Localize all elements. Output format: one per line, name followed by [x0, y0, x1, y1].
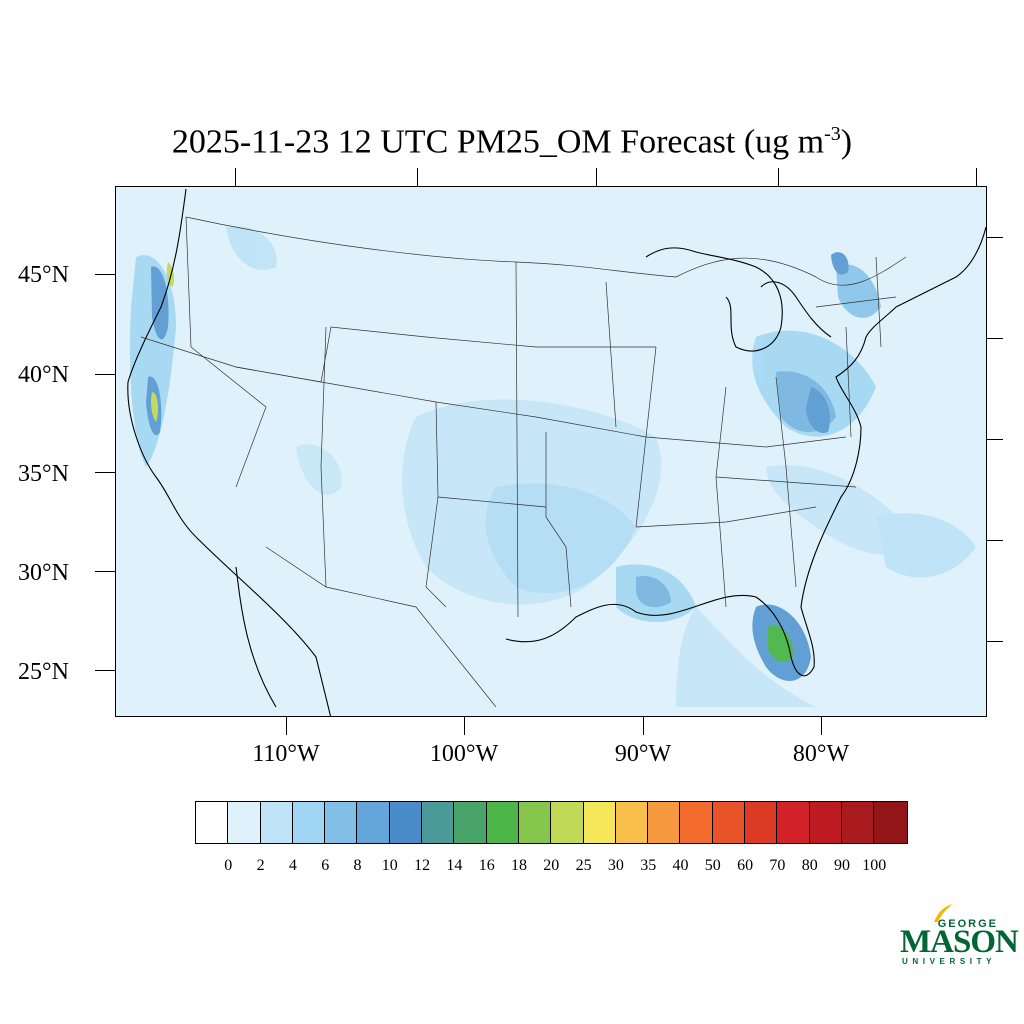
colorbar-box [745, 802, 778, 843]
top-tick [596, 168, 597, 186]
colorbar [195, 801, 908, 844]
colorbar-box [809, 802, 842, 843]
lat-label-30n: 30°N [18, 560, 69, 586]
colorbar-label: 90 [834, 857, 850, 874]
colorbar-label: 35 [640, 857, 657, 874]
lon-tick [643, 717, 644, 735]
lon-tick [821, 717, 822, 735]
colorbar-box [389, 802, 423, 843]
colorbar-box [712, 802, 746, 843]
colorbar-label: 30 [607, 857, 624, 874]
lat-label-40n: 40°N [18, 362, 69, 388]
colorbar-label: 2 [256, 857, 265, 874]
lon-label-90w: 90°W [614, 741, 672, 767]
colorbar-label: 8 [353, 857, 362, 874]
colorbar-label: 18 [511, 857, 527, 874]
colorbar-box [551, 802, 584, 843]
colorbar-box [841, 802, 875, 843]
lat-tick [95, 374, 115, 375]
top-tick [778, 168, 779, 186]
colorbar-label: 14 [446, 857, 463, 874]
colorbar-label: 100 [862, 857, 887, 874]
right-tick [987, 540, 1003, 541]
lon-tick [464, 717, 465, 735]
right-tick [987, 338, 1003, 339]
lat-tick [95, 472, 115, 473]
top-tick [417, 168, 418, 186]
forecast-map [115, 186, 987, 717]
coastline [127, 188, 986, 716]
colorbar-label: 6 [321, 857, 330, 874]
colorbar-box [357, 802, 390, 843]
lat-tick [95, 670, 115, 671]
colorbar-label: 70 [769, 857, 786, 874]
colorbar-label: 4 [288, 857, 297, 874]
colorbar-box [422, 802, 455, 843]
lon-tick [286, 717, 287, 735]
boundary-lines [140, 216, 907, 708]
colorbar-box [196, 802, 229, 843]
right-tick [987, 641, 1003, 642]
lon-label-110w: 110°W [252, 741, 320, 767]
top-tick [235, 168, 236, 186]
colorbar-label: 80 [801, 857, 818, 874]
colorbar-box [777, 802, 810, 843]
logo-line-george: GEORGE [937, 918, 998, 930]
lat-label-35n: 35°N [18, 461, 69, 487]
lon-label-80w: 80°W [792, 741, 850, 767]
colorbar-label: 40 [672, 857, 689, 874]
colorbar-box [486, 802, 519, 843]
colorbar-box [260, 802, 293, 843]
colorbar-label: 10 [381, 857, 398, 874]
george-mason-logo: GEORGE MASON UNIVERSITY [898, 898, 1019, 968]
colorbar-box [292, 802, 326, 843]
swoosh-icon [934, 904, 953, 922]
lon-label-100w: 100°W [429, 741, 499, 767]
logo-line-university: UNIVERSITY [902, 957, 997, 966]
colorbar-label: 20 [543, 857, 560, 874]
lat-label-25n: 25°N [18, 659, 69, 685]
colorbar-label: 16 [478, 857, 495, 874]
colorbar-box [615, 802, 649, 843]
colorbar-label: 50 [704, 857, 721, 874]
colorbar-label: 12 [414, 857, 431, 874]
colorbar-label: 60 [737, 857, 754, 874]
colorbar-box [228, 802, 261, 843]
colorbar-box [583, 802, 616, 843]
colorbar-box [874, 802, 907, 843]
lat-label-45n: 45°N [18, 262, 69, 288]
logo-line-mason: MASON [900, 924, 1019, 960]
colorbar-box [518, 802, 552, 843]
colorbar-label: 25 [575, 857, 592, 874]
right-tick [987, 237, 1003, 238]
lat-tick [95, 274, 115, 275]
colorbar-box [648, 802, 681, 843]
concentration-shading [129, 226, 976, 707]
colorbar-box [325, 802, 358, 843]
top-tick [976, 168, 977, 186]
right-tick [987, 439, 1003, 440]
chart-title: 2025-11-23 12 UTC PM25_OM Forecast (ug m… [171, 123, 853, 161]
colorbar-box [454, 802, 487, 843]
lat-tick [95, 571, 115, 572]
colorbar-label: 0 [224, 857, 233, 874]
colorbar-box [680, 802, 713, 843]
